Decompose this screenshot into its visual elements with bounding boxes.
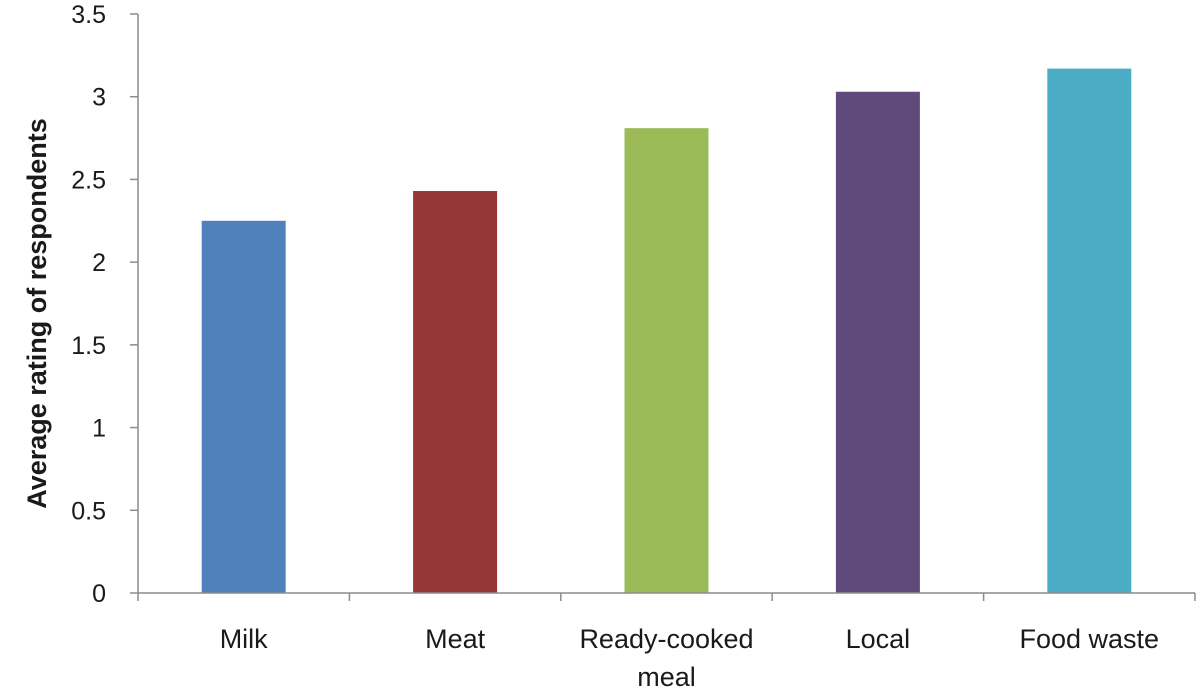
x-axis-ticks — [137, 593, 1196, 601]
y-axis-title: Average rating of respondents — [22, 118, 52, 509]
bar — [413, 191, 498, 593]
y-tick-label: 0.5 — [71, 497, 106, 525]
y-tick-label: 1 — [92, 415, 106, 443]
x-tick-label: Local — [846, 624, 911, 654]
x-tick-label: Ready-cooked meal — [579, 624, 753, 692]
y-tick-label: 1.5 — [71, 332, 106, 360]
y-axis-ticks: 0 0.5 1 1.5 2 2.5 3 3.5 — [71, 1, 138, 608]
bar — [624, 128, 709, 593]
bar-series — [201, 68, 1132, 594]
x-axis-labels: Milk Meat Ready-cooked meal Local Food waste — [220, 624, 1159, 692]
bar — [201, 220, 286, 594]
x-tick-label: Meat — [425, 624, 486, 654]
x-tick-label: Food waste — [1020, 624, 1160, 654]
y-tick-label: 3.5 — [71, 1, 106, 29]
y-tick-label: 3 — [92, 84, 106, 112]
x-tick-label: Milk — [220, 624, 268, 654]
y-tick-label: 2.5 — [71, 166, 106, 194]
bar — [1047, 68, 1132, 593]
y-tick-label: 2 — [92, 249, 106, 277]
bar — [835, 91, 920, 593]
y-tick-label: 0 — [92, 580, 106, 608]
